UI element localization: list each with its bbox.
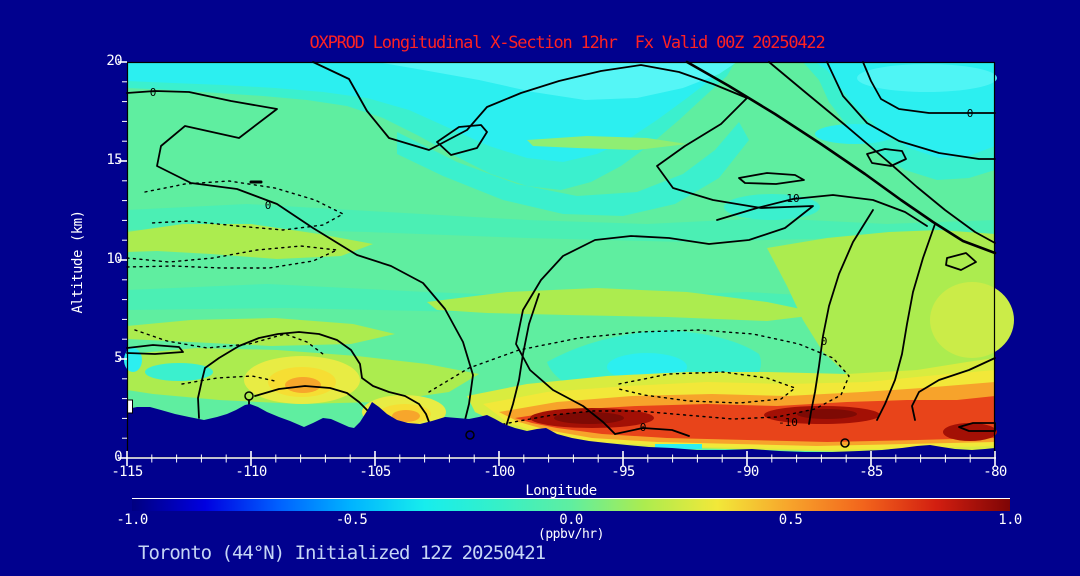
footer-text: Toronto (44°N) Initialized 12Z 20250421 xyxy=(138,542,546,564)
contour-label: 0 xyxy=(150,86,157,99)
contour-lines-dotted xyxy=(126,180,850,428)
xtick-label: -80 xyxy=(983,464,1007,480)
xtick-label: -105 xyxy=(359,464,391,480)
xtick-label: -115 xyxy=(111,464,143,480)
y-axis-title: Altitude (km) xyxy=(70,210,86,314)
x-axis-title: Longitude xyxy=(525,483,597,499)
contour-plot: 0 0 0 10 0 -10 0 xyxy=(118,60,1014,466)
terrain-silhouette xyxy=(127,402,995,458)
plot-title: OXPROD Longitudinal X-Section 12hr Fx Va… xyxy=(309,33,826,53)
ytick-label: 15 xyxy=(106,152,122,168)
xtick-label: -100 xyxy=(483,464,515,480)
ytick-label: 20 xyxy=(106,53,122,69)
xtick-label: -95 xyxy=(611,464,635,480)
filled-contours xyxy=(124,62,1014,458)
xtick-label: -90 xyxy=(735,464,759,480)
cbtick-label: 0.5 xyxy=(778,512,803,528)
contour-label: 0 xyxy=(821,335,828,348)
contour-line-labels: 0 0 0 10 0 -10 0 xyxy=(150,86,974,434)
contour-lines-solid xyxy=(126,60,997,437)
axis-ticks xyxy=(118,61,996,466)
contour-label: 0 xyxy=(265,199,272,212)
cbtick-label: 0.0 xyxy=(559,512,583,528)
contour-label: 10 xyxy=(786,192,799,205)
ytick-label: 5 xyxy=(114,350,122,366)
cbtick-label: -0.5 xyxy=(335,512,368,528)
ytick-label: 10 xyxy=(106,251,122,267)
cbtick-label: -1.0 xyxy=(116,512,148,528)
contour-label: 0 xyxy=(967,107,974,120)
cbtick-label: 1.0 xyxy=(998,512,1022,528)
contour-label: 0 xyxy=(640,421,647,434)
colorbar-gradient xyxy=(132,499,1010,511)
xtick-label: -110 xyxy=(235,464,267,480)
xtick-label: -85 xyxy=(859,464,883,480)
ytick-label: 0 xyxy=(114,449,122,465)
contour-label: -10 xyxy=(778,416,798,429)
colorbar xyxy=(132,498,1010,511)
colorbar-unit: (ppbv/hr) xyxy=(538,527,604,542)
